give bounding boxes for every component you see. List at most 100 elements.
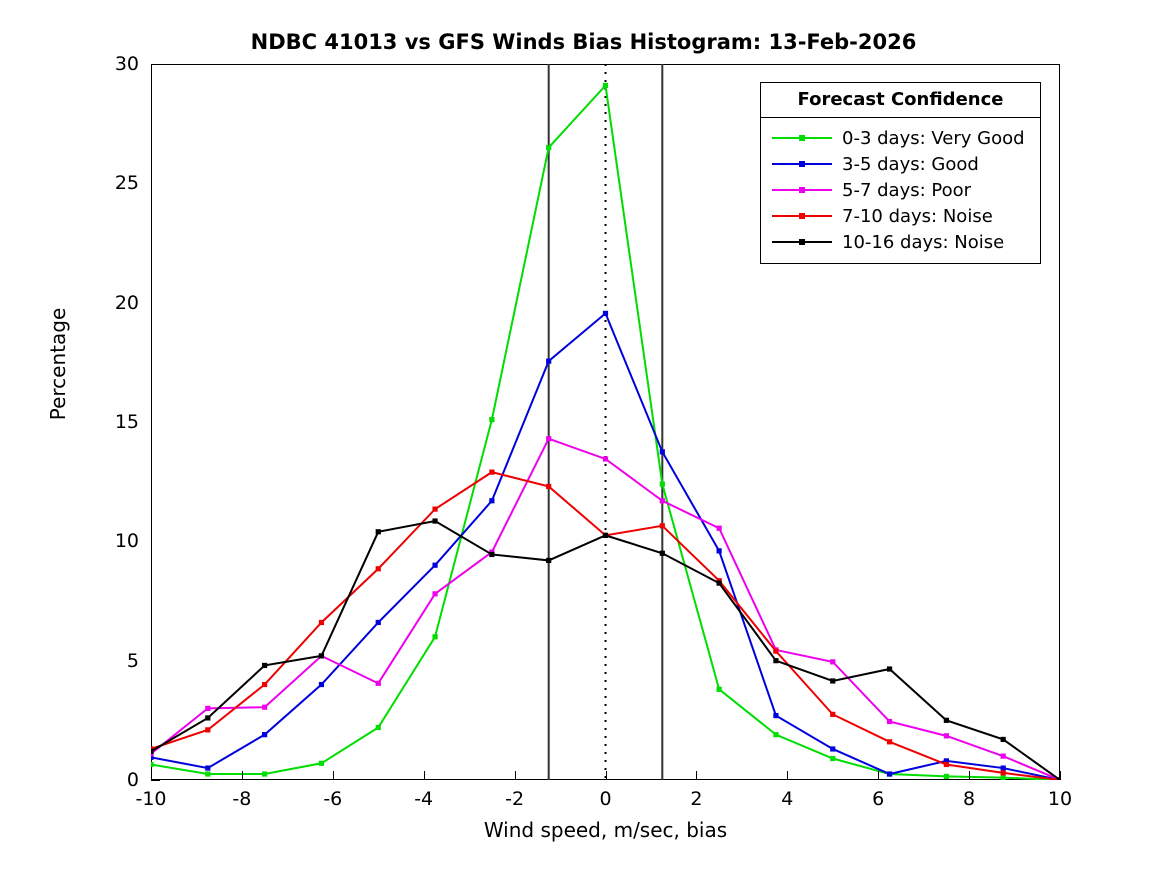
x-tick-mark-8	[878, 771, 880, 780]
data-point	[151, 754, 154, 760]
x-tick-mark-1	[241, 771, 243, 780]
data-point	[1000, 770, 1006, 776]
legend-title: Forecast Confidence	[761, 83, 1040, 118]
data-point	[659, 523, 665, 529]
data-point	[546, 436, 552, 442]
x-axis-tick-labels: -10 -8 -6 -4 -2 0 2 4 6 8 10	[135, 788, 1072, 818]
data-point	[602, 310, 609, 317]
legend-swatch-icon	[772, 183, 832, 197]
data-point	[773, 712, 779, 719]
y-tick-label-1: 5	[126, 649, 139, 672]
data-point	[1000, 775, 1006, 780]
data-point	[886, 739, 893, 745]
data-point	[432, 518, 438, 524]
y-tick-label-4: 20	[114, 291, 139, 314]
x-tick-label-1: -8	[232, 788, 252, 810]
data-point	[205, 715, 211, 721]
data-point	[716, 580, 722, 586]
x-tick-label-10: 10	[1047, 788, 1073, 810]
data-point	[318, 619, 325, 626]
data-point	[375, 619, 381, 626]
legend-item-2[interactable]: 5-7 days: Poor	[761, 177, 1040, 203]
legend: Forecast Confidence 0-3 days: Very Good 3…	[760, 82, 1041, 264]
data-point	[1057, 777, 1060, 780]
x-tick-label-8: 6	[872, 788, 885, 810]
data-point	[830, 746, 836, 752]
data-point	[716, 525, 722, 531]
data-point	[489, 417, 495, 423]
data-point	[375, 529, 381, 535]
x-tick-mark-5	[605, 771, 607, 780]
series-line	[151, 471, 1060, 780]
chart-title: NDBC 41013 vs GFS Winds Bias Histogram: …	[250, 30, 917, 54]
data-point	[943, 733, 949, 739]
x-tick-label-2: -6	[323, 788, 343, 810]
x-tick-mark-6	[696, 771, 698, 780]
data-point	[943, 758, 949, 764]
data-point	[432, 591, 438, 597]
series-4	[151, 518, 1060, 780]
data-point	[375, 724, 381, 731]
data-point	[205, 727, 211, 733]
data-point	[830, 755, 836, 762]
series-line	[151, 311, 1060, 780]
data-point	[773, 732, 779, 738]
data-point	[375, 566, 381, 572]
data-point	[659, 449, 665, 455]
x-tick-label-7: 4	[781, 788, 794, 810]
data-point	[205, 765, 211, 771]
y-axis-title: Percentage	[46, 307, 70, 421]
data-point	[886, 666, 893, 672]
data-point	[432, 634, 438, 640]
legend-item-label: 0-3 days: Very Good	[842, 127, 1025, 149]
data-point	[716, 548, 722, 554]
data-point	[546, 144, 552, 151]
x-tick-label-9: 8	[963, 788, 976, 810]
data-point	[602, 82, 609, 89]
x-tick-label-3: -4	[414, 788, 434, 810]
legend-item-label: 10-16 days: Noise	[842, 231, 1005, 253]
x-tick-mark-10	[1060, 771, 1061, 780]
x-tick-mark-7	[787, 771, 789, 780]
data-point	[602, 532, 609, 538]
legend-item-0[interactable]: 0-3 days: Very Good	[761, 125, 1040, 151]
legend-swatch-icon	[772, 209, 832, 223]
x-axis-title: Wind speed, m/sec, bias	[483, 818, 728, 842]
data-point	[659, 498, 665, 504]
data-point	[432, 506, 438, 512]
data-point	[830, 678, 836, 684]
x-tick-label-5: 0	[599, 788, 612, 810]
data-point	[943, 761, 949, 768]
data-point	[151, 761, 154, 768]
x-tick-mark-9	[969, 771, 971, 780]
data-point	[151, 748, 154, 754]
x-axis-ticks	[151, 771, 1061, 780]
legend-item-label: 7-10 days: Noise	[842, 205, 993, 227]
legend-item-1[interactable]: 3-5 days: Good	[761, 151, 1040, 177]
data-point	[546, 557, 552, 564]
data-point	[262, 704, 268, 710]
y-axis-tick-labels: 0 5 10 15 20 25 30	[95, 53, 139, 791]
y-tick-label-2: 10	[114, 530, 139, 553]
y-tick-label-6: 30	[114, 53, 139, 75]
legend-item-3[interactable]: 7-10 days: Noise	[761, 203, 1040, 229]
legend-item-label: 5-7 days: Poor	[842, 179, 972, 201]
data-point	[262, 681, 268, 688]
data-point	[1000, 753, 1006, 759]
legend-item-4[interactable]: 10-16 days: Noise	[761, 229, 1040, 255]
data-point	[1000, 736, 1006, 743]
plot-series-layer	[151, 64, 1060, 780]
y-tick-label-0: 0	[126, 769, 139, 791]
data-point	[318, 681, 325, 688]
data-point	[659, 481, 665, 487]
legend-swatch-icon	[772, 157, 832, 171]
x-tick-label-6: 2	[690, 788, 703, 810]
data-point	[432, 562, 438, 568]
x-tick-mark-0	[151, 771, 152, 780]
data-point	[773, 648, 779, 654]
data-point	[489, 469, 495, 475]
data-point	[830, 659, 836, 665]
x-tick-mark-3	[423, 771, 425, 780]
data-point	[659, 550, 665, 556]
